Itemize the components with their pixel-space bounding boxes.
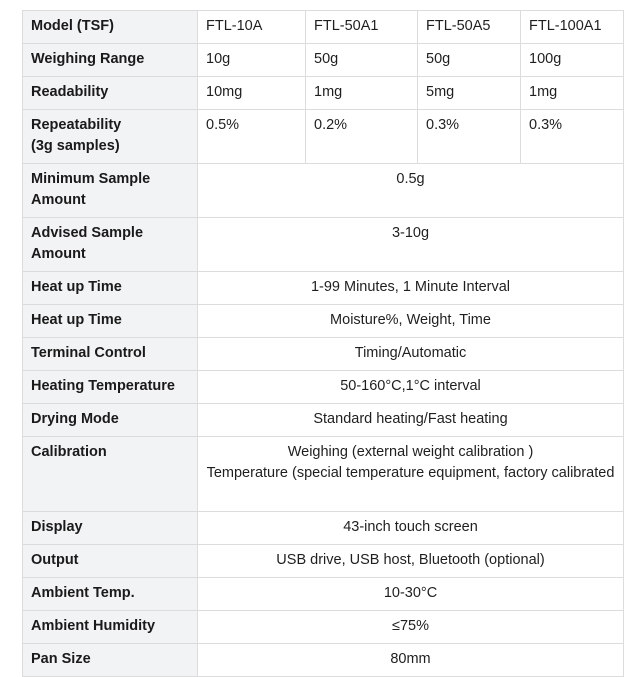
- header-cell-ftl-50a1: FTL-50A1: [305, 10, 418, 44]
- table-row-repeatability: Repeatability (3g samples) 0.5% 0.2% 0.3…: [22, 109, 624, 164]
- row-label: Advised Sample Amount: [22, 217, 198, 272]
- row-label: Ambient Humidity: [22, 610, 198, 644]
- table-cell-merged: 1-99 Minutes, 1 Minute Interval: [197, 271, 624, 305]
- table-row-heating-temperature: Heating Temperature 50-160°C,1°C interva…: [22, 370, 624, 404]
- header-cell-ftl-50a5: FTL-50A5: [417, 10, 521, 44]
- table-cell-merged: 50-160°C,1°C interval: [197, 370, 624, 404]
- table-row-calibration: Calibration Weighing (external weight ca…: [22, 436, 624, 512]
- table-cell: 100g: [520, 43, 624, 77]
- row-label: Output: [22, 544, 198, 578]
- row-label: Heat up Time: [22, 271, 198, 305]
- row-label: Minimum Sample Amount: [22, 163, 198, 218]
- table-cell-merged: 80mm: [197, 643, 624, 677]
- table-cell-merged: 10-30°C: [197, 577, 624, 611]
- row-label: Weighing Range: [22, 43, 198, 77]
- table-row-terminal-control: Terminal Control Timing/Automatic: [22, 337, 624, 371]
- table-cell: 10mg: [197, 76, 306, 110]
- row-label: Readability: [22, 76, 198, 110]
- row-label: Repeatability (3g samples): [22, 109, 198, 164]
- row-label: Heat up Time: [22, 304, 198, 338]
- table-row-display: Display 43-inch touch screen: [22, 511, 624, 545]
- table-row-drying-mode: Drying Mode Standard heating/Fast heatin…: [22, 403, 624, 437]
- row-label: Terminal Control: [22, 337, 198, 371]
- row-label: Heating Temperature: [22, 370, 198, 404]
- table-row-readability: Readability 10mg 1mg 5mg 1mg: [22, 76, 624, 110]
- table-cell-merged: 43-inch touch screen: [197, 511, 624, 545]
- table-cell-merged: Standard heating/Fast heating: [197, 403, 624, 437]
- table-cell-merged: Weighing (external weight calibration ) …: [197, 436, 624, 512]
- table-row-weighing-range: Weighing Range 10g 50g 50g 100g: [22, 43, 624, 77]
- table-row-ambient-humidity: Ambient Humidity ≤75%: [22, 610, 624, 644]
- table-cell-merged: Timing/Automatic: [197, 337, 624, 371]
- table-row-model: Model (TSF) FTL-10A FTL-50A1 FTL-50A5 FT…: [22, 10, 624, 44]
- table-row-advised-sample-amount: Advised Sample Amount 3-10g: [22, 217, 624, 272]
- table-cell: 0.2%: [305, 109, 418, 164]
- header-cell-ftl-10a: FTL-10A: [197, 10, 306, 44]
- header-cell-ftl-100a1: FTL-100A1: [520, 10, 624, 44]
- table-cell: 0.3%: [520, 109, 624, 164]
- table-row-heat-up-time-display: Heat up Time Moisture%, Weight, Time: [22, 304, 624, 338]
- table-cell: 50g: [305, 43, 418, 77]
- table-cell-merged: 0.5g: [197, 163, 624, 218]
- table-cell-merged: USB drive, USB host, Bluetooth (optional…: [197, 544, 624, 578]
- table-cell: 10g: [197, 43, 306, 77]
- table-row-heat-up-time: Heat up Time 1-99 Minutes, 1 Minute Inte…: [22, 271, 624, 305]
- row-label: Ambient Temp.: [22, 577, 198, 611]
- table-cell-merged: 3-10g: [197, 217, 624, 272]
- table-row-output: Output USB drive, USB host, Bluetooth (o…: [22, 544, 624, 578]
- table-cell-merged: ≤75%: [197, 610, 624, 644]
- table-row-ambient-temp: Ambient Temp. 10-30°C: [22, 577, 624, 611]
- header-cell-model-label: Model (TSF): [22, 10, 198, 44]
- specifications-table: Model (TSF) FTL-10A FTL-50A1 FTL-50A5 FT…: [22, 10, 624, 677]
- table-cell: 1mg: [520, 76, 624, 110]
- table-row-minimum-sample-amount: Minimum Sample Amount 0.5g: [22, 163, 624, 218]
- row-label: Drying Mode: [22, 403, 198, 437]
- table-cell: 5mg: [417, 76, 521, 110]
- table-cell: 50g: [417, 43, 521, 77]
- table-cell: 1mg: [305, 76, 418, 110]
- table-row-pan-size: Pan Size 80mm: [22, 643, 624, 677]
- row-label: Calibration: [22, 436, 198, 512]
- table-cell-merged: Moisture%, Weight, Time: [197, 304, 624, 338]
- row-label: Display: [22, 511, 198, 545]
- table-cell: 0.3%: [417, 109, 521, 164]
- row-label: Pan Size: [22, 643, 198, 677]
- table-cell: 0.5%: [197, 109, 306, 164]
